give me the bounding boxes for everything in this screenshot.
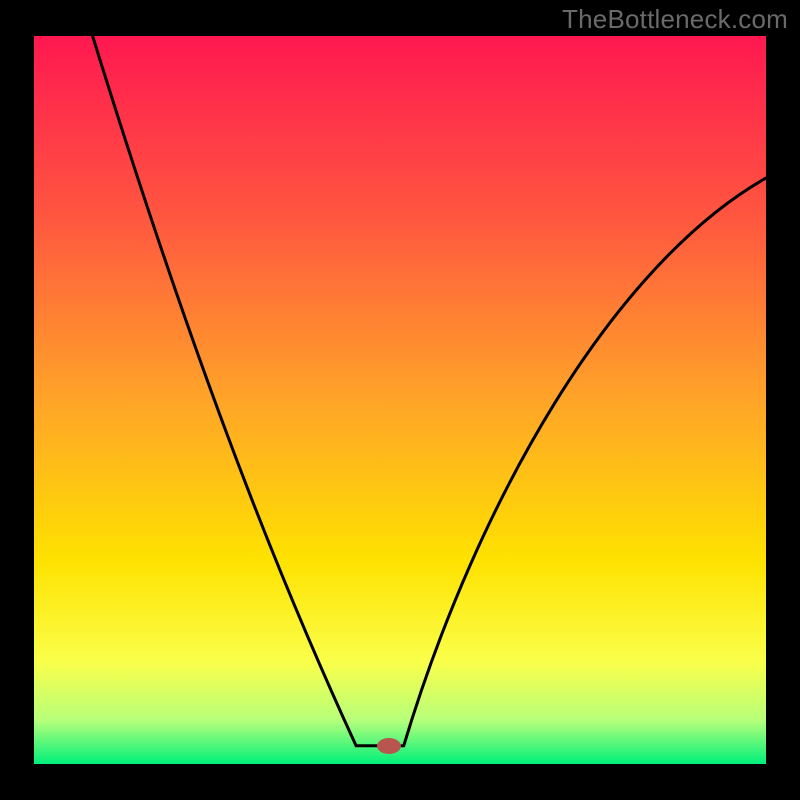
plot-area — [34, 36, 766, 764]
watermark-label: TheBottleneck.com — [562, 4, 788, 35]
chart-frame: TheBottleneck.com — [0, 0, 800, 800]
bottleneck-curve — [34, 36, 766, 764]
min-marker — [377, 738, 401, 754]
